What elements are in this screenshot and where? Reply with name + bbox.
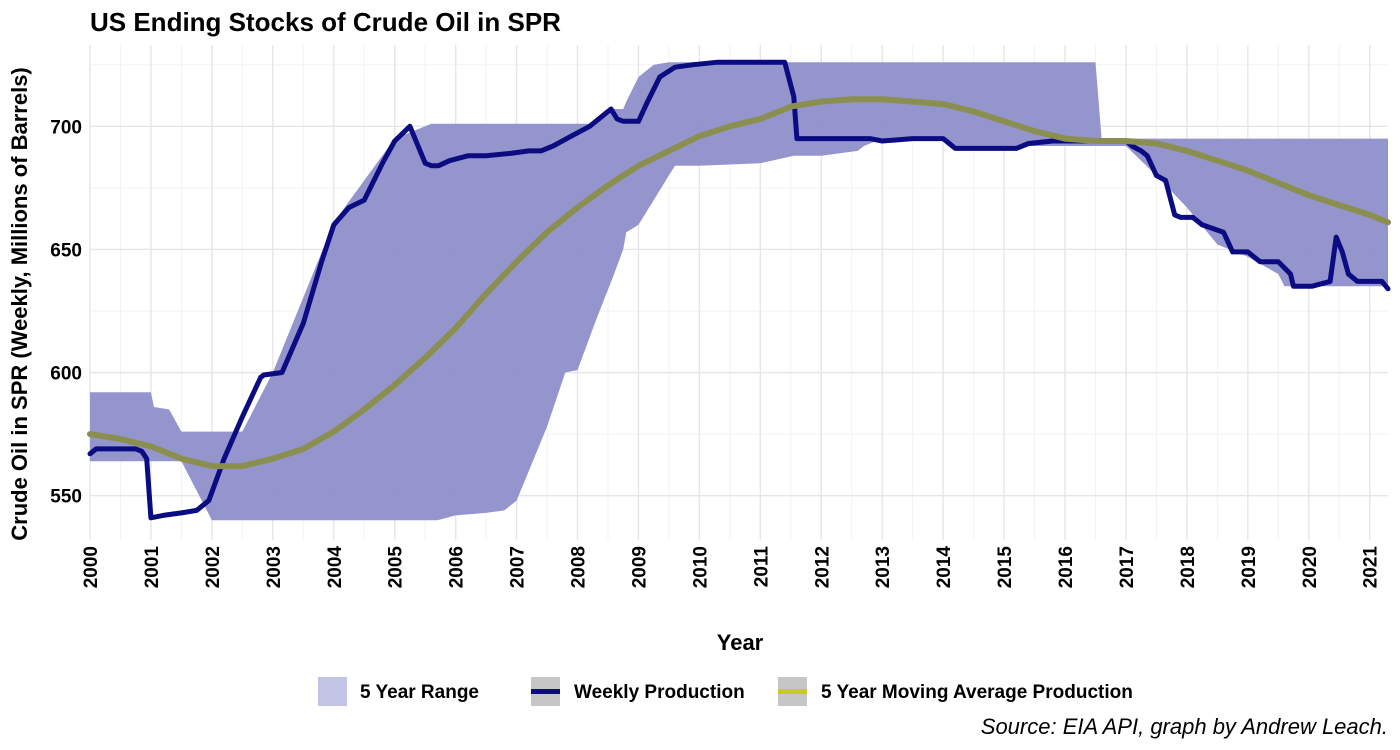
x-tick-label: 2002 xyxy=(203,546,224,588)
chart-title: US Ending Stocks of Crude Oil in SPR xyxy=(90,7,561,37)
x-tick-label: 2007 xyxy=(508,546,529,588)
weekly-production-line xyxy=(87,59,1391,521)
y-tick-label: 700 xyxy=(50,117,82,138)
x-tick-label: 2006 xyxy=(447,546,468,588)
x-tick-label: 2008 xyxy=(569,546,590,588)
x-tick-label: 2004 xyxy=(325,546,346,589)
x-tick-label: 2020 xyxy=(1300,546,1321,588)
legend-key-range xyxy=(318,677,347,706)
x-tick-label: 2001 xyxy=(142,546,163,589)
x-tick-label: 2003 xyxy=(264,546,285,588)
range-band xyxy=(90,62,1388,521)
series-lines xyxy=(87,59,1391,521)
x-tick-label: 2010 xyxy=(690,546,711,588)
x-tick-label: 2009 xyxy=(629,546,650,588)
x-tick-label: 2011 xyxy=(751,546,772,588)
y-tick-label: 600 xyxy=(50,364,82,385)
legend-label-range: 5 Year Range xyxy=(360,682,479,703)
x-tick-label: 2012 xyxy=(812,546,833,588)
x-tick-label: 2005 xyxy=(386,546,407,589)
x-tick-label: 2000 xyxy=(81,546,102,588)
x-tick-label: 2013 xyxy=(873,546,894,588)
source-caption: Source: EIA API, graph by Andrew Leach. xyxy=(981,714,1388,739)
y-tick-labels: 550 600 650 700 xyxy=(50,117,82,507)
x-axis-title: Year xyxy=(717,630,764,655)
x-tick-label: 2015 xyxy=(995,546,1016,589)
five-year-range-area xyxy=(90,62,1388,521)
legend-label-weekly: Weekly Production xyxy=(574,682,745,703)
x-tick-label: 2017 xyxy=(1117,546,1138,588)
x-tick-label: 2019 xyxy=(1239,546,1260,588)
x-tick-label: 2018 xyxy=(1178,546,1199,588)
moving-average-line xyxy=(87,96,1391,470)
legend: 5 Year Range Weekly Production 5 Year Mo… xyxy=(318,677,1133,706)
x-tick-labels: 2000 2001 2002 2003 2004 2005 2006 2007 2008 2009… xyxy=(81,546,1382,589)
y-tick-label: 650 xyxy=(50,240,82,261)
x-tick-label: 2016 xyxy=(1056,546,1077,588)
legend-label-avg: 5 Year Moving Average Production xyxy=(821,682,1133,703)
x-tick-label: 2014 xyxy=(934,546,955,589)
y-tick-label: 550 xyxy=(50,487,82,508)
y-axis-title: Crude Oil in SPR (Weekly, Millions of Ba… xyxy=(7,67,32,541)
x-tick-label: 2021 xyxy=(1361,546,1382,589)
